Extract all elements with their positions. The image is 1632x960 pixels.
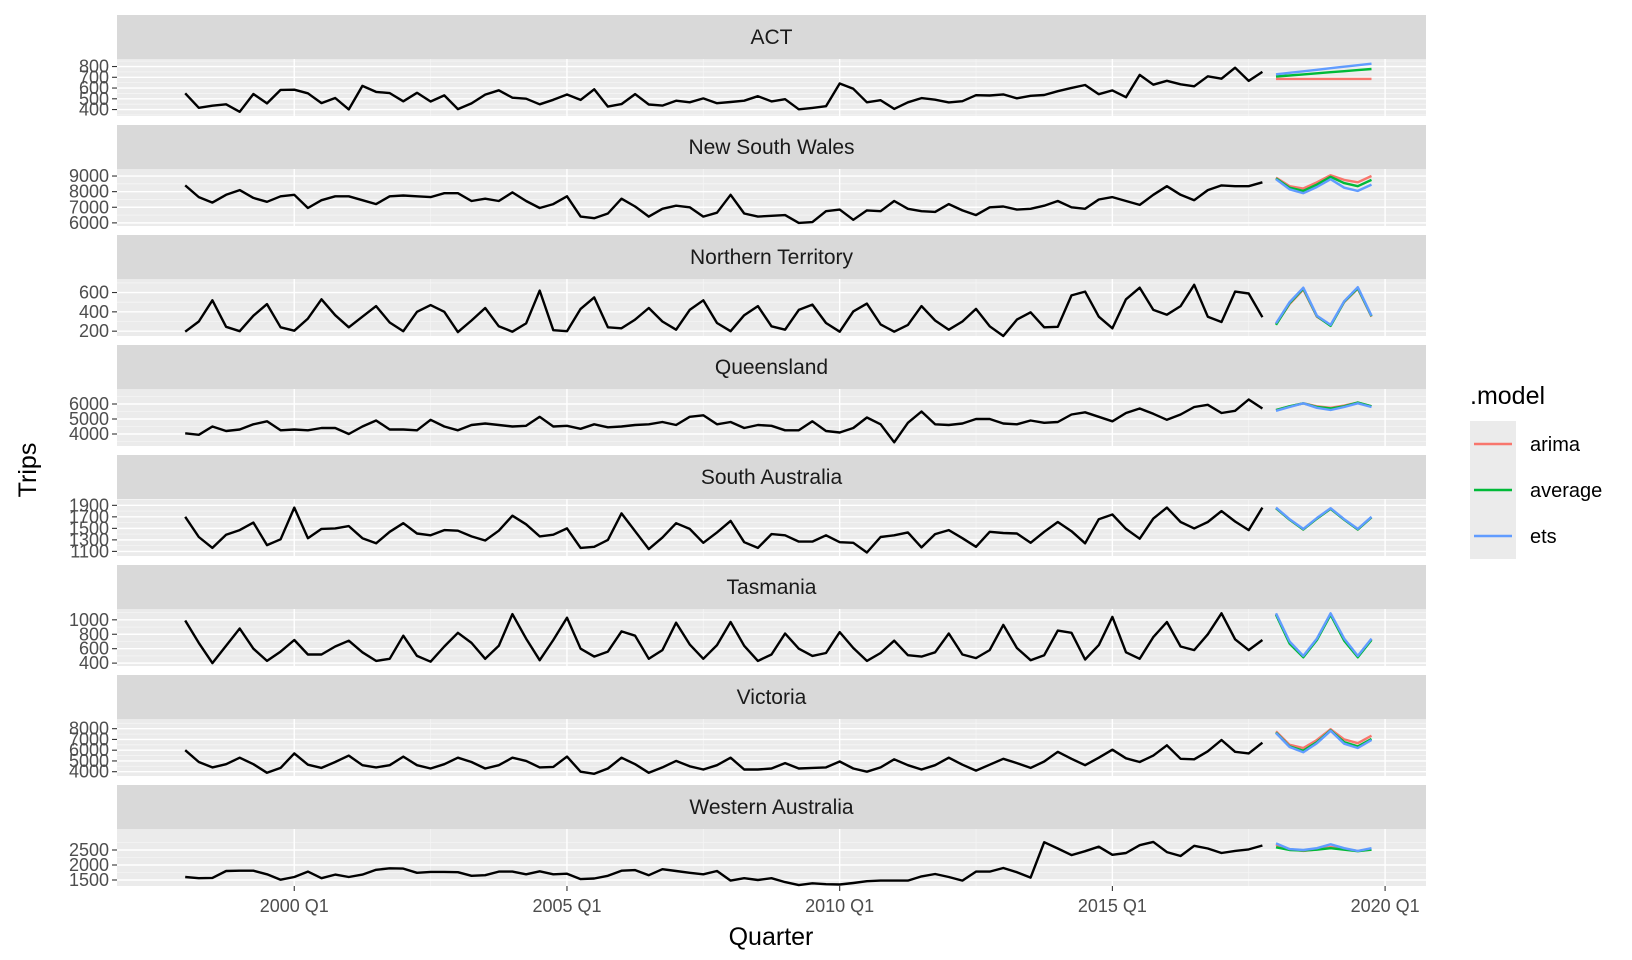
y-tick-label-act: 600 [79, 78, 109, 98]
history-line-northern-territory [184, 283, 1264, 338]
forecast-line-ets-act [1275, 62, 1372, 76]
strip-label-new-south-wales: New South Wales [688, 136, 854, 159]
y-tick-label-victoria: 5000 [69, 751, 109, 771]
y-tick-label-tasmania: 1000 [69, 610, 109, 630]
strip-queensland [117, 345, 1426, 389]
forecast-line-ets-queensland [1275, 402, 1372, 412]
y-tick-label-new-south-wales: 8000 [69, 182, 109, 202]
strip-label-queensland: Queensland [715, 356, 828, 379]
plot-area-new-south-wales [117, 169, 1426, 226]
legend-item-ets: ets [1470, 513, 1557, 559]
strip-new-south-wales [117, 125, 1426, 169]
y-tick-label-act: 700 [79, 67, 109, 87]
history-line-western-australia [185, 840, 1263, 887]
forecast-line-ets-tasmania [1274, 612, 1373, 658]
strip-act [117, 15, 1426, 59]
strip-label-northern-territory: Northern Territory [690, 246, 853, 269]
legend-label-arima: arima [1530, 434, 1581, 456]
y-tick-label-south-australia: 1500 [69, 518, 109, 538]
history-line-new-south-wales [184, 181, 1263, 225]
legend: .model arima average ets [1470, 382, 1602, 559]
plot-area-queensland [117, 389, 1426, 446]
x-tick-label: 2000 Q1 [260, 896, 329, 916]
y-tick-label-victoria: 4000 [69, 762, 109, 782]
forecast-line-ets-south-australia [1275, 506, 1373, 531]
y-tick-label-northern-territory: 200 [79, 321, 109, 341]
forecast-line-arima-new-south-wales [1275, 173, 1373, 190]
forecast-line-ets-northern-territory [1274, 286, 1373, 327]
legend-title: .model [1470, 382, 1545, 410]
history-line-south-australia [184, 506, 1264, 554]
history-line-act [184, 66, 1264, 114]
y-tick-label-victoria: 6000 [69, 740, 109, 760]
forecast-line-arima-victoria [1275, 728, 1373, 750]
strip-label-victoria: Victoria [737, 686, 807, 709]
x-tick-label: 2015 Q1 [1078, 896, 1147, 916]
forecast-line-ets-new-south-wales [1275, 177, 1373, 195]
y-tick-label-new-south-wales: 7000 [69, 197, 109, 217]
x-tick-label: 2005 Q1 [532, 896, 601, 916]
forecast-line-average-act [1275, 67, 1372, 78]
x-axis-title: Quarter [729, 923, 814, 951]
y-tick-label-queensland: 6000 [69, 394, 109, 414]
y-tick-label-south-australia: 1300 [69, 530, 109, 550]
strip-label-act: ACT [751, 26, 793, 49]
strip-victoria [117, 675, 1426, 719]
y-tick-label-act: 800 [79, 57, 109, 77]
legend-keys: arima average ets [1470, 421, 1602, 559]
y-tick-label-tasmania: 400 [79, 653, 109, 673]
y-tick-label-act: 400 [79, 100, 109, 120]
y-tick-label-tasmania: 800 [79, 624, 109, 644]
legend-item-average: average [1470, 467, 1602, 513]
x-tick-label: 2010 Q1 [805, 896, 874, 916]
history-line-tasmania [184, 612, 1264, 665]
y-tick-label-queensland: 4000 [69, 424, 109, 444]
legend-label-average: average [1530, 480, 1602, 502]
y-tick-label-act: 500 [79, 89, 109, 109]
y-tick-label-south-australia: 1100 [70, 541, 109, 561]
y-tick-label-queensland: 5000 [69, 409, 109, 429]
plot-area-south-australia [117, 499, 1426, 556]
y-tick-label-northern-territory: 600 [79, 283, 109, 303]
history-line-queensland [185, 398, 1264, 444]
strip-label-south-australia: South Australia [701, 466, 843, 489]
y-tick-label-south-australia: 1900 [69, 495, 109, 515]
y-tick-label-western-australia: 2000 [69, 855, 109, 875]
strip-label-western-australia: Western Australia [689, 796, 854, 819]
y-tick-label-tasmania: 600 [79, 639, 109, 659]
legend-label-ets: ets [1530, 526, 1557, 548]
strip-tasmania [117, 565, 1426, 609]
y-tick-label-western-australia: 2500 [69, 840, 109, 860]
history-line-victoria [184, 738, 1264, 775]
y-tick-label-victoria: 7000 [69, 729, 109, 749]
plot-area-tasmania [117, 609, 1426, 666]
legend-item-arima: arima [1470, 421, 1581, 467]
y-tick-label-western-australia: 1500 [69, 870, 109, 890]
x-axis: 2000 Q1 2005 Q1 2010 Q1 2015 Q1 2020 Q1 [260, 886, 1420, 916]
y-tick-label-victoria: 8000 [69, 719, 109, 739]
forecast-line-ets-western-australia [1275, 842, 1372, 853]
strip-western-australia [117, 785, 1426, 829]
y-axis-title: Trips [14, 443, 42, 498]
y-tick-label-new-south-wales: 6000 [69, 213, 109, 233]
forecast-line-ets-victoria [1275, 729, 1373, 754]
strip-south-australia [117, 455, 1426, 499]
y-tick-label-south-australia: 1700 [69, 507, 109, 527]
forecast-line-average-new-south-wales [1275, 175, 1373, 193]
y-tick-label-new-south-wales: 9000 [69, 166, 109, 186]
x-tick-label: 2020 Q1 [1351, 896, 1420, 916]
strip-label-tasmania: Tasmania [727, 576, 817, 599]
strip-northern-territory [117, 235, 1426, 279]
y-tick-label-northern-territory: 400 [79, 302, 109, 322]
